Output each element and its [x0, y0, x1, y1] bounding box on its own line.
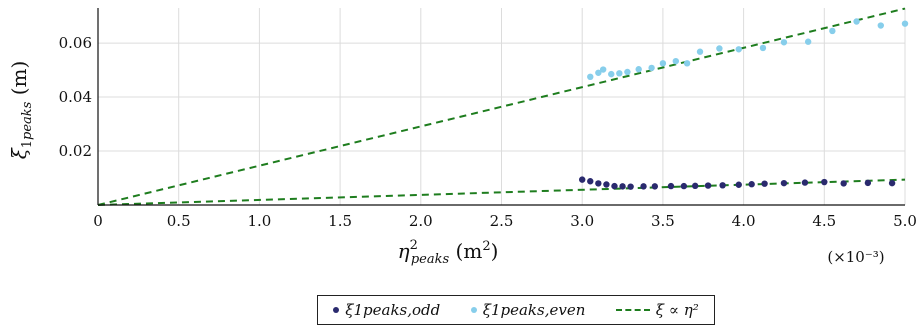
- y-axis-label: ξ1peaks (m): [7, 61, 35, 160]
- odd-point: [595, 180, 602, 187]
- x-tick-label: 0: [93, 212, 103, 230]
- legend-marker-odd: [333, 307, 340, 313]
- odd-point: [587, 178, 594, 185]
- legend-marker-fit: [615, 309, 650, 311]
- even-point: [635, 66, 642, 73]
- odd-point: [667, 182, 675, 190]
- legend-label-fit: ξ ∝ η²: [655, 301, 699, 319]
- odd-point: [719, 182, 726, 189]
- odd-point: [704, 182, 712, 189]
- fit-lines: [97, 7, 906, 206]
- even-point: [616, 70, 623, 77]
- x-tick-label: 1.0: [247, 212, 271, 230]
- x-tick-labels: 0 0.5 1.0 1.5 2.0 2.5 3.0 3.5 4.0 4.5 5.0: [93, 212, 916, 230]
- odd-point: [680, 182, 688, 190]
- y-tick-label: 0.02: [59, 142, 92, 160]
- y-tick-label: 0.06: [59, 34, 92, 52]
- even-point: [696, 48, 704, 55]
- even-point: [595, 69, 602, 76]
- even-point: [599, 66, 607, 73]
- x-axis-multiplier: (×10⁻³): [827, 248, 884, 266]
- odd-point: [611, 182, 618, 190]
- legend-marker-even: [470, 307, 477, 313]
- legend: ξ1peaks,odd ξ1peaks,even ξ ∝ η²: [317, 295, 715, 325]
- even-point: [683, 60, 691, 67]
- odd-point: [761, 180, 768, 187]
- even-point: [901, 20, 909, 27]
- even-point: [829, 27, 836, 35]
- odd-point: [748, 181, 755, 188]
- odd-point: [691, 182, 699, 190]
- fit-line: [97, 7, 906, 206]
- legend-label-odd: ξ1peaks,odd: [345, 301, 441, 319]
- even-point: [624, 68, 631, 76]
- even-point: [716, 45, 723, 52]
- odd-point: [840, 180, 847, 187]
- x-tick-label: 3.0: [570, 212, 594, 230]
- x-tick-label: 2.0: [409, 212, 433, 230]
- odd-point: [801, 179, 809, 186]
- odd-point: [780, 179, 788, 187]
- axes: [97, 8, 905, 206]
- legend-item-odd: ξ1peaks,odd: [333, 301, 440, 319]
- odd-point: [821, 178, 828, 186]
- odd-point: [603, 181, 610, 188]
- even-point: [608, 70, 615, 78]
- even-point: [804, 38, 812, 45]
- y-tick-label: 0.04: [59, 88, 92, 106]
- even-point: [780, 39, 788, 46]
- odd-point: [579, 176, 586, 183]
- x-tick-label: 3.5: [651, 212, 675, 230]
- odd-point: [619, 183, 626, 190]
- odd-point: [735, 181, 742, 188]
- legend-label-even: ξ1peaks,even: [482, 301, 586, 319]
- even-point: [672, 57, 680, 65]
- odd-point: [640, 183, 647, 190]
- odd-point: [651, 183, 659, 190]
- even-point: [587, 73, 594, 81]
- x-tick-label: 2.5: [490, 212, 514, 230]
- odd-point: [888, 179, 896, 187]
- fit-line: [97, 178, 906, 206]
- x-tick-label: 4.5: [812, 212, 836, 230]
- x-tick-label: 0.5: [167, 212, 191, 230]
- grid: [98, 8, 906, 205]
- legend-item-even: ξ1peaks,even: [470, 301, 586, 319]
- y-tick-labels: 0.02 0.04 0.06: [59, 34, 92, 160]
- even-point: [659, 60, 667, 67]
- x-tick-label: 5.0: [893, 212, 916, 230]
- x-axis-label: η2 peaks (m2): [398, 238, 499, 267]
- even-point: [735, 46, 742, 53]
- even-point: [853, 18, 860, 25]
- odd-point: [864, 179, 872, 187]
- odd-point: [627, 183, 634, 190]
- even-point: [759, 44, 767, 52]
- even-point: [877, 22, 884, 29]
- x-tick-label: 4.0: [732, 212, 756, 230]
- data-points: [579, 18, 909, 190]
- legend-item-fit: ξ ∝ η²: [615, 301, 699, 319]
- even-point: [648, 64, 655, 72]
- x-tick-label: 1.5: [328, 212, 352, 230]
